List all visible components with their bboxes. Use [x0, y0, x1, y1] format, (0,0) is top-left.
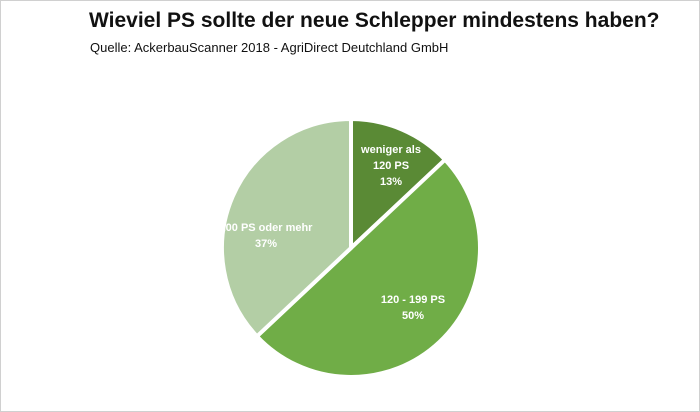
slice-label: 120 - 199 PS 50%	[381, 294, 445, 322]
pie-slice	[349, 116, 448, 253]
slice-label: 200 PS oder mehr 37%	[220, 222, 314, 250]
chart-subtitle: Quelle: AckerbauScanner 2018 - AgriDirec…	[90, 40, 449, 55]
pie-slice	[220, 116, 353, 340]
slice-label: weniger als 120 PS 13%	[360, 144, 421, 188]
chart-title: Wieviel PS sollte der neue Schlepper min…	[89, 9, 660, 32]
pie-slice	[254, 156, 482, 379]
